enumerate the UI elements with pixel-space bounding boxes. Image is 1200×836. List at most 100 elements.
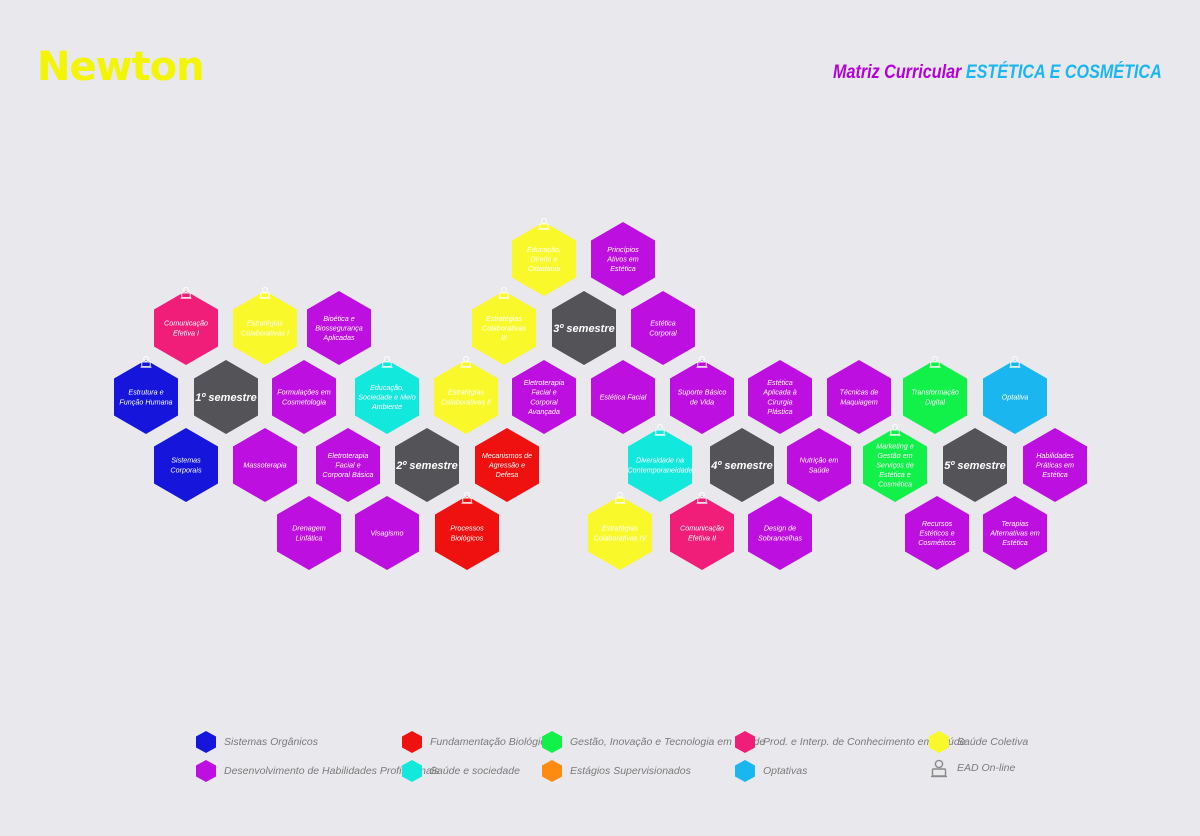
hex-shape [591, 360, 655, 434]
hex-label: Estética Aplicada à Cirurgia Plástica [762, 378, 797, 416]
course-hex-processos-biologicos: Processos Biológicos [435, 491, 499, 570]
hex-shape [983, 496, 1047, 570]
hex-shape [1023, 428, 1087, 502]
hex-shape [670, 360, 734, 434]
hex-label: Estrutura e Função Humana [119, 388, 172, 407]
semester-hex-4-semestre: 4º semestre [710, 428, 774, 502]
course-hex-estrategias-colaborativas-ii: Estratégias Colaborativas II [434, 355, 498, 434]
course-hex-massoterapia: Massoterapia [233, 428, 297, 502]
course-hex-estrategias-colaborativas-i: Estratégias Colaborativas I [233, 286, 297, 365]
hex-label: Estratégias Colaborativas I [241, 319, 289, 338]
title-prefix: Matriz Curricular [833, 62, 962, 83]
semester-hex-5-semestre: 5º semestre [943, 428, 1007, 502]
hex-label: Comunicação Efetiva II [680, 524, 724, 543]
hex-label: Estética Facial [600, 393, 647, 402]
hex-label: Visagismo [370, 529, 403, 538]
page-title: Matriz Curricular ESTÉTICA E COSMÉTICA [833, 62, 1162, 84]
hex-label: Bioética e Biossegurança Aplicadas [315, 314, 363, 342]
course-hex-comunicacao-efetiva-i: Comunicação Efetiva I [154, 286, 218, 365]
hex-shape [588, 496, 652, 570]
hex-label: Formulações em Cosmetologia [277, 388, 331, 407]
semester-hex-2-semestre: 2º semestre [395, 428, 459, 502]
course-hex-estrategias-colaborativas-iv: Estratégias Colaborativas IV [588, 491, 652, 570]
hex-label: Habilidades Práticas em Estética [1036, 451, 1074, 479]
course-hex-estetica-facial: Estética Facial [591, 360, 655, 434]
hex-label: Sistemas Corporais [170, 456, 202, 475]
hex-label: Terapias Alternativas em Estética [989, 519, 1040, 547]
course-hex-educacao-sociedade-e-meio-ambiente: Educação, Sociedade e Meio Ambiente [355, 355, 419, 434]
course-hex-estrutura-e-funcao-humana: Estrutura e Função Humana [114, 355, 178, 434]
hex-label: Optativa [1002, 393, 1029, 402]
ead-online-icon [381, 355, 393, 368]
hex-shape [475, 428, 539, 502]
course-hex-terapias-alternativas-em-estetica: Terapias Alternativas em Estética [983, 496, 1047, 570]
course-hex-diversidade-na-contemporaneidade: Diversidade na Contemporaneidade [627, 423, 693, 502]
course-hex-optativa: Optativa [983, 355, 1047, 434]
hex-label: Mecanismos de Agressão e Defesa [482, 451, 532, 479]
hex-shape [903, 360, 967, 434]
hex-label: Estratégias Colaborativas IV [594, 524, 648, 543]
course-hex-drenagem-linfatica: Drenagem Linfática [277, 496, 341, 570]
hex-label: Transformação Digital [911, 388, 959, 407]
hex-label: Massoterapia [243, 461, 286, 470]
hex-shape [355, 360, 419, 434]
course-hex-principios-ativos-em-estetica: Princípios Ativos em Estética [591, 222, 655, 296]
course-hex-eletroterapia-facial-e-corporal-basica: Eletroterapia Facial e Corporal Básica [316, 428, 380, 502]
ead-online-icon [140, 355, 152, 368]
course-hex-nutricao-em-saude: Nutrição em Saúde [787, 428, 851, 502]
course-hex-recursos-esteticos-e-cosmeticos: Recursos Estéticos e Cosméticos [905, 496, 969, 570]
semester-hex-1-semestre: 1º semestre [194, 360, 258, 434]
hex-label: Educação, Sociedade e Meio Ambiente [358, 383, 416, 411]
course-hex-mecanismos-de-agressao-e-defesa: Mecanismos de Agressão e Defesa [475, 428, 539, 502]
course-hex-transformacao-digital: Transformação Digital [903, 355, 967, 434]
ead-online-icon [696, 355, 708, 368]
newton-logo: Newton [37, 44, 205, 90]
hex-shape [272, 360, 336, 434]
ead-online-icon [889, 423, 901, 436]
hex-shape [552, 291, 616, 365]
hex-shape [827, 360, 891, 434]
course-hex-tecnicas-de-maquiagem: Técnicas de Maquiagem [827, 360, 891, 434]
hex-label: 1º semestre [195, 392, 257, 404]
course-hex-estrategias-colaborativas-iii: Estratégias Colaborativas III [472, 286, 536, 365]
hex-label: Eletroterapia Facial e Corporal Avançada [524, 378, 565, 416]
course-hex-habilidades-praticas-em-estetica: Habilidades Práticas em Estética [1023, 428, 1087, 502]
hex-shape [114, 360, 178, 434]
hex-label: Nutrição em Saúde [800, 456, 839, 475]
hex-shape [435, 496, 499, 570]
course-hex-estetica-corporal: Estética Corporal [631, 291, 695, 365]
hex-shape [631, 291, 695, 365]
hex-label: 3º semestre [553, 323, 615, 335]
ead-online-icon [498, 286, 510, 299]
hex-label: Estética Corporal [649, 319, 677, 338]
hex-label: Drenagem Linfática [292, 524, 326, 543]
course-hex-suporte-basico-de-vida: Suporte Básico de Vida [670, 355, 734, 434]
course-hex-comunicacao-efetiva-ii: Comunicação Efetiva II [670, 491, 734, 570]
hex-shape [628, 428, 692, 502]
hex-shape [395, 428, 459, 502]
ead-online-icon [929, 355, 941, 368]
hex-label: Design de Sobrancelhas [758, 524, 802, 543]
hex-label: Processos Biológicos [450, 524, 484, 543]
hex-shape [355, 496, 419, 570]
hex-label: Marketing e Gestão em Serviços de Estética … [876, 441, 914, 488]
hex-shape [512, 222, 576, 296]
hex-label: 5º semestre [944, 460, 1006, 472]
ead-online-icon [461, 491, 473, 504]
course-hex-estetica-aplicada-a-cirurgia-plastica: Estética Aplicada à Cirurgia Plástica [748, 360, 812, 434]
hex-shape [154, 291, 218, 365]
hex-shape [591, 222, 655, 296]
semester-hex-3-semestre: 3º semestre [552, 291, 616, 365]
hex-label: Comunicação Efetiva I [164, 319, 208, 338]
hex-label: Estratégias Colaborativas II [441, 388, 491, 407]
hex-shape [670, 496, 734, 570]
ead-online-icon [654, 423, 666, 436]
hex-shape [194, 360, 258, 434]
course-hex-sistemas-corporais: Sistemas Corporais [154, 428, 218, 502]
hex-shape [983, 360, 1047, 434]
course-hex-eletroterapia-facial-e-corporal-avancada: Eletroterapia Facial e Corporal Avançada [512, 360, 576, 434]
ead-online-icon [696, 491, 708, 504]
course-hex-formulacoes-em-cosmetologia: Formulações em Cosmetologia [272, 360, 336, 434]
course-hex-design-de-sobrancelhas: Design de Sobrancelhas [748, 496, 812, 570]
ead-online-icon [614, 491, 626, 504]
